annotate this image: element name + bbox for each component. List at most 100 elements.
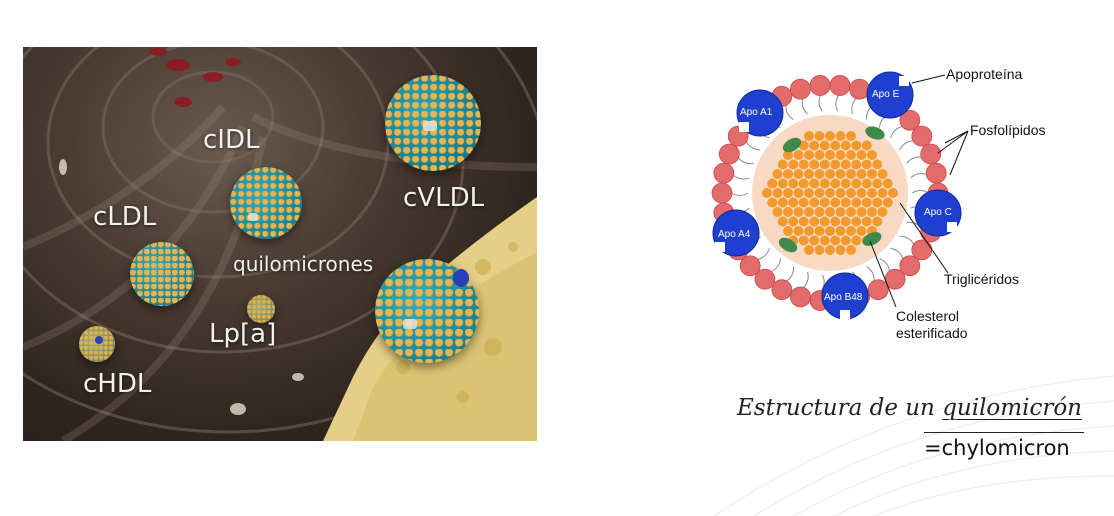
lpa-particle xyxy=(247,295,275,323)
triglyceride-droplet xyxy=(830,235,841,246)
triglyceride-droplet xyxy=(814,150,825,160)
caption-translation: =chylomicron xyxy=(924,436,1070,460)
triglyceride-droplet xyxy=(825,207,835,217)
triglyceride-droplet xyxy=(830,197,841,208)
triglyceride-droplet xyxy=(835,188,846,198)
callout-line-colesterol xyxy=(869,240,897,308)
triglyceride-droplet xyxy=(846,188,856,198)
triglyceride-droplet xyxy=(804,188,814,198)
triglyceride-droplet xyxy=(819,216,830,227)
triglyceride-droplet xyxy=(809,178,820,189)
phospholipid-head xyxy=(867,279,889,301)
triglyceride-droplet xyxy=(825,188,835,198)
phospholipid-tail xyxy=(802,271,809,289)
triglyceride-droplet xyxy=(835,207,846,217)
phospholipid-tail xyxy=(835,94,840,112)
triglyceride-droplet xyxy=(861,216,872,227)
label-quilomicrones: quilomicrones xyxy=(233,252,374,276)
cholesterol-ester xyxy=(778,237,798,253)
chdl-particle xyxy=(79,326,115,362)
phospholipid-tail xyxy=(801,97,808,115)
triglyceride-droplet xyxy=(846,150,856,160)
phospholipid-tail xyxy=(730,192,749,196)
triglyceride-droplet xyxy=(856,226,867,236)
triglyceride-droplet xyxy=(835,131,846,141)
triglyceride-droplet xyxy=(793,150,804,160)
triglyceride-droplet xyxy=(856,207,867,217)
triglyceride-droplet xyxy=(772,207,783,217)
label-cvldl: cVLDL xyxy=(403,183,485,213)
label-lpa: Lp[a] xyxy=(209,319,277,349)
triglyceride-droplet xyxy=(819,178,830,189)
triglyceride-droplet xyxy=(851,178,862,189)
apoprotein-notch xyxy=(715,242,725,252)
phospholipid-tail xyxy=(820,274,825,292)
label-chdl: cHDL xyxy=(83,369,152,399)
triglyceride-droplet xyxy=(882,178,893,189)
triglyceride-droplet xyxy=(840,178,851,189)
cholesterol-ester xyxy=(862,232,882,246)
label-cldl: cLDL xyxy=(93,202,157,232)
phospholipid-head xyxy=(925,162,947,184)
triglyceride-droplet xyxy=(872,197,883,208)
triglyceride-droplet xyxy=(888,188,898,198)
triglyceride-droplet xyxy=(793,169,804,179)
triglyceride-droplet xyxy=(867,150,877,160)
triglyceride-droplet xyxy=(798,216,809,227)
triglyceride-droplet xyxy=(777,216,788,227)
triglyceride-droplet xyxy=(814,245,825,255)
phospholipid-tail xyxy=(732,174,750,180)
triglyceride-droplet xyxy=(798,197,809,208)
triglyceride-droplet xyxy=(777,178,788,189)
triglyceride-droplet xyxy=(861,178,872,189)
triglyceride-droplet xyxy=(814,188,825,198)
phospholipid-tail xyxy=(899,140,915,151)
triglyceride-droplet xyxy=(809,216,820,227)
triglyceride-droplet xyxy=(846,226,856,236)
chylomicron-structure-drawing xyxy=(711,71,969,320)
triglyceride-droplet xyxy=(861,197,872,208)
triglyceride-droplet xyxy=(804,131,814,141)
triglyceride-droplet xyxy=(788,178,799,189)
callout-line-trigliceridos xyxy=(899,202,949,274)
triglyceride-droplet xyxy=(846,131,856,141)
triglyceride-droplet xyxy=(840,216,851,227)
caption-prefix: Estructura de un xyxy=(737,395,943,421)
triglyceride-droplet xyxy=(804,150,814,160)
cholesterol-ester xyxy=(865,126,885,140)
triglyceride-droplet xyxy=(851,235,862,246)
triglyceride-droplet xyxy=(804,226,814,236)
triglyceride-droplet xyxy=(767,178,778,189)
triglyceride-droplet xyxy=(804,169,814,179)
callout-line-fosfolipidos-2 xyxy=(949,130,969,176)
phospholipid-head xyxy=(771,279,793,301)
triglyceride-droplet xyxy=(804,245,814,255)
triglyceride-droplet xyxy=(846,207,856,217)
triglyceride-droplet xyxy=(772,188,783,198)
apo-a1-label: Apo A1 xyxy=(740,107,773,118)
triglyceride-droplet xyxy=(814,169,825,179)
phospholipid-tail xyxy=(756,248,770,261)
triglyceride-droplet xyxy=(835,169,846,179)
phospholipid-tail xyxy=(906,156,923,164)
triglyceride-droplet xyxy=(777,197,788,208)
triglyceride-droplet xyxy=(846,169,856,179)
triglyceride-droplet xyxy=(861,159,872,170)
phospholipid-tail xyxy=(818,94,823,112)
phospholipid-head xyxy=(711,182,733,204)
triglyceride-droplet xyxy=(825,131,835,141)
triglyceride-droplet xyxy=(846,245,856,255)
cldl-particle xyxy=(130,242,194,306)
triglyceride-droplet xyxy=(809,140,820,151)
phospholipid-head xyxy=(899,109,921,131)
triglyceride-droplet xyxy=(825,169,835,179)
apoprotein-notch xyxy=(840,310,850,320)
triglyceride-droplet xyxy=(877,169,888,179)
triglyceride-droplet xyxy=(830,178,841,189)
callout-line-apoproteina xyxy=(911,74,946,84)
triglyceride-droplet xyxy=(851,159,862,170)
triglyceride-droplet xyxy=(856,188,867,198)
triglyceride-droplet xyxy=(798,235,809,246)
phospholipid-tail xyxy=(785,104,794,121)
triglyceride-droplet xyxy=(861,140,872,151)
